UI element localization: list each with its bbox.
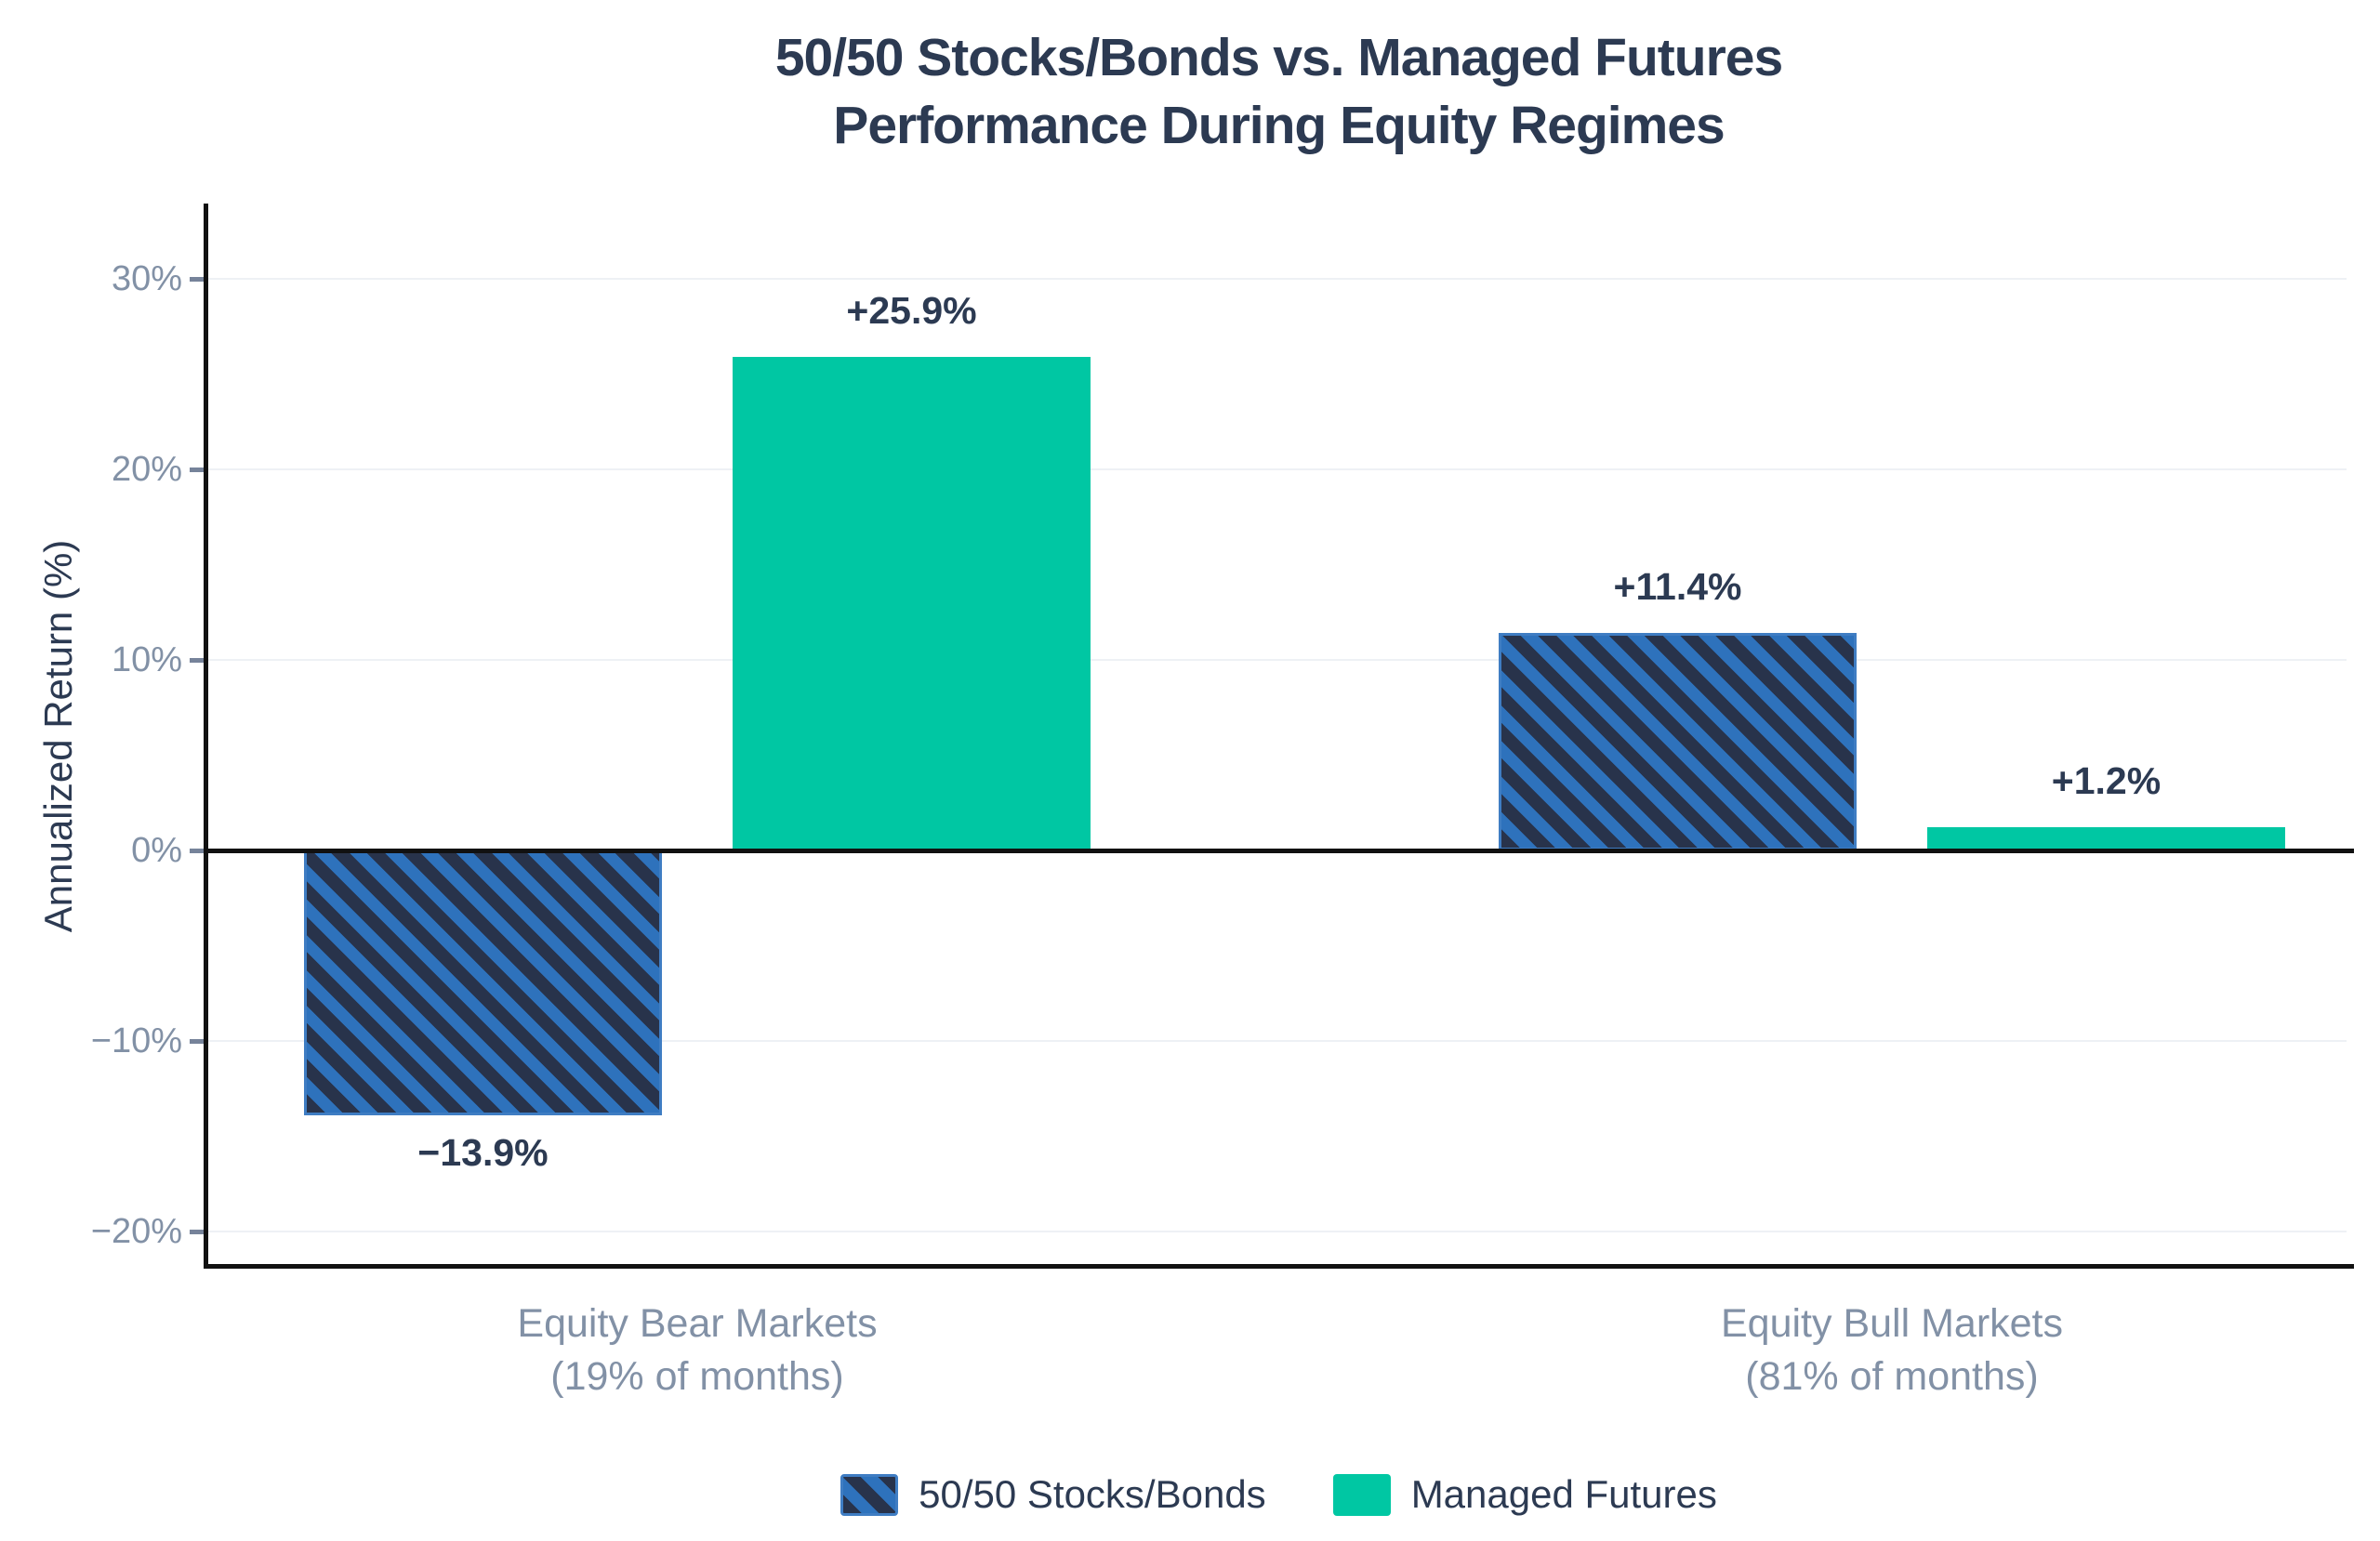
y-tick-label: 20% — [111, 450, 182, 489]
x-category-label-line-1: Equity Bull Markets — [1720, 1301, 2064, 1346]
legend-swatch-solid — [1332, 1473, 1391, 1516]
legend-label: Managed Futures — [1410, 1472, 1717, 1516]
y-tick-mark — [190, 658, 207, 663]
y-tick-label: 0% — [131, 831, 182, 870]
bar-value-label: +25.9% — [846, 289, 977, 333]
x-category-label-line-2: (81% of months) — [1745, 1354, 2039, 1399]
bar-value-label: +11.4% — [1613, 565, 1742, 609]
x-category-label: Equity Bull Markets (81% of months) — [1520, 1297, 2264, 1403]
x-category-label-line-2: (19% of months) — [550, 1354, 844, 1399]
legend-swatch-hatched — [840, 1473, 899, 1516]
legend: 50/50 Stocks/Bonds Managed Futures — [204, 1472, 2354, 1517]
y-gridline — [206, 659, 2347, 661]
y-tick-label: −20% — [90, 1212, 182, 1251]
x-category-label-line-1: Equity Bear Markets — [517, 1301, 878, 1346]
y-tick-mark — [190, 1230, 207, 1234]
y-tick-mark — [190, 277, 207, 282]
bar-solid-cat0 — [733, 357, 1091, 850]
y-tick-label: 30% — [111, 259, 182, 298]
legend-label: 50/50 Stocks/Bonds — [919, 1472, 1266, 1516]
zero-baseline — [205, 849, 2354, 853]
y-axis-line — [204, 204, 208, 1266]
chart-title-line-1: 50/50 Stocks/Bonds vs. Managed Futures — [774, 28, 1783, 87]
y-tick-mark — [190, 849, 207, 853]
y-gridline — [206, 1231, 2347, 1232]
y-tick-mark — [190, 468, 207, 472]
bar-solid-cat1 — [1927, 827, 2285, 850]
bar-hatched-cat1 — [1499, 633, 1857, 850]
x-category-label: Equity Bear Markets (19% of months) — [325, 1297, 1069, 1403]
bar-value-label: −13.9% — [417, 1130, 549, 1174]
y-gridline — [206, 468, 2347, 470]
bar-value-label: +1.2% — [2051, 759, 2162, 803]
bar-hatched-cat0 — [304, 850, 662, 1115]
legend-item: Managed Futures — [1332, 1472, 1717, 1517]
y-tick-label: 10% — [111, 640, 182, 679]
y-tick-mark — [190, 1039, 207, 1044]
legend-item: 50/50 Stocks/Bonds — [840, 1472, 1266, 1517]
y-gridline — [206, 278, 2347, 280]
x-axis-line — [204, 1264, 2354, 1269]
chart-title-line-2: Performance During Equity Regimes — [833, 96, 1725, 155]
y-tick-label: −10% — [90, 1021, 182, 1060]
y-gridline — [206, 1040, 2347, 1042]
chart-title: 50/50 Stocks/Bonds vs. Managed Futures P… — [204, 24, 2354, 160]
